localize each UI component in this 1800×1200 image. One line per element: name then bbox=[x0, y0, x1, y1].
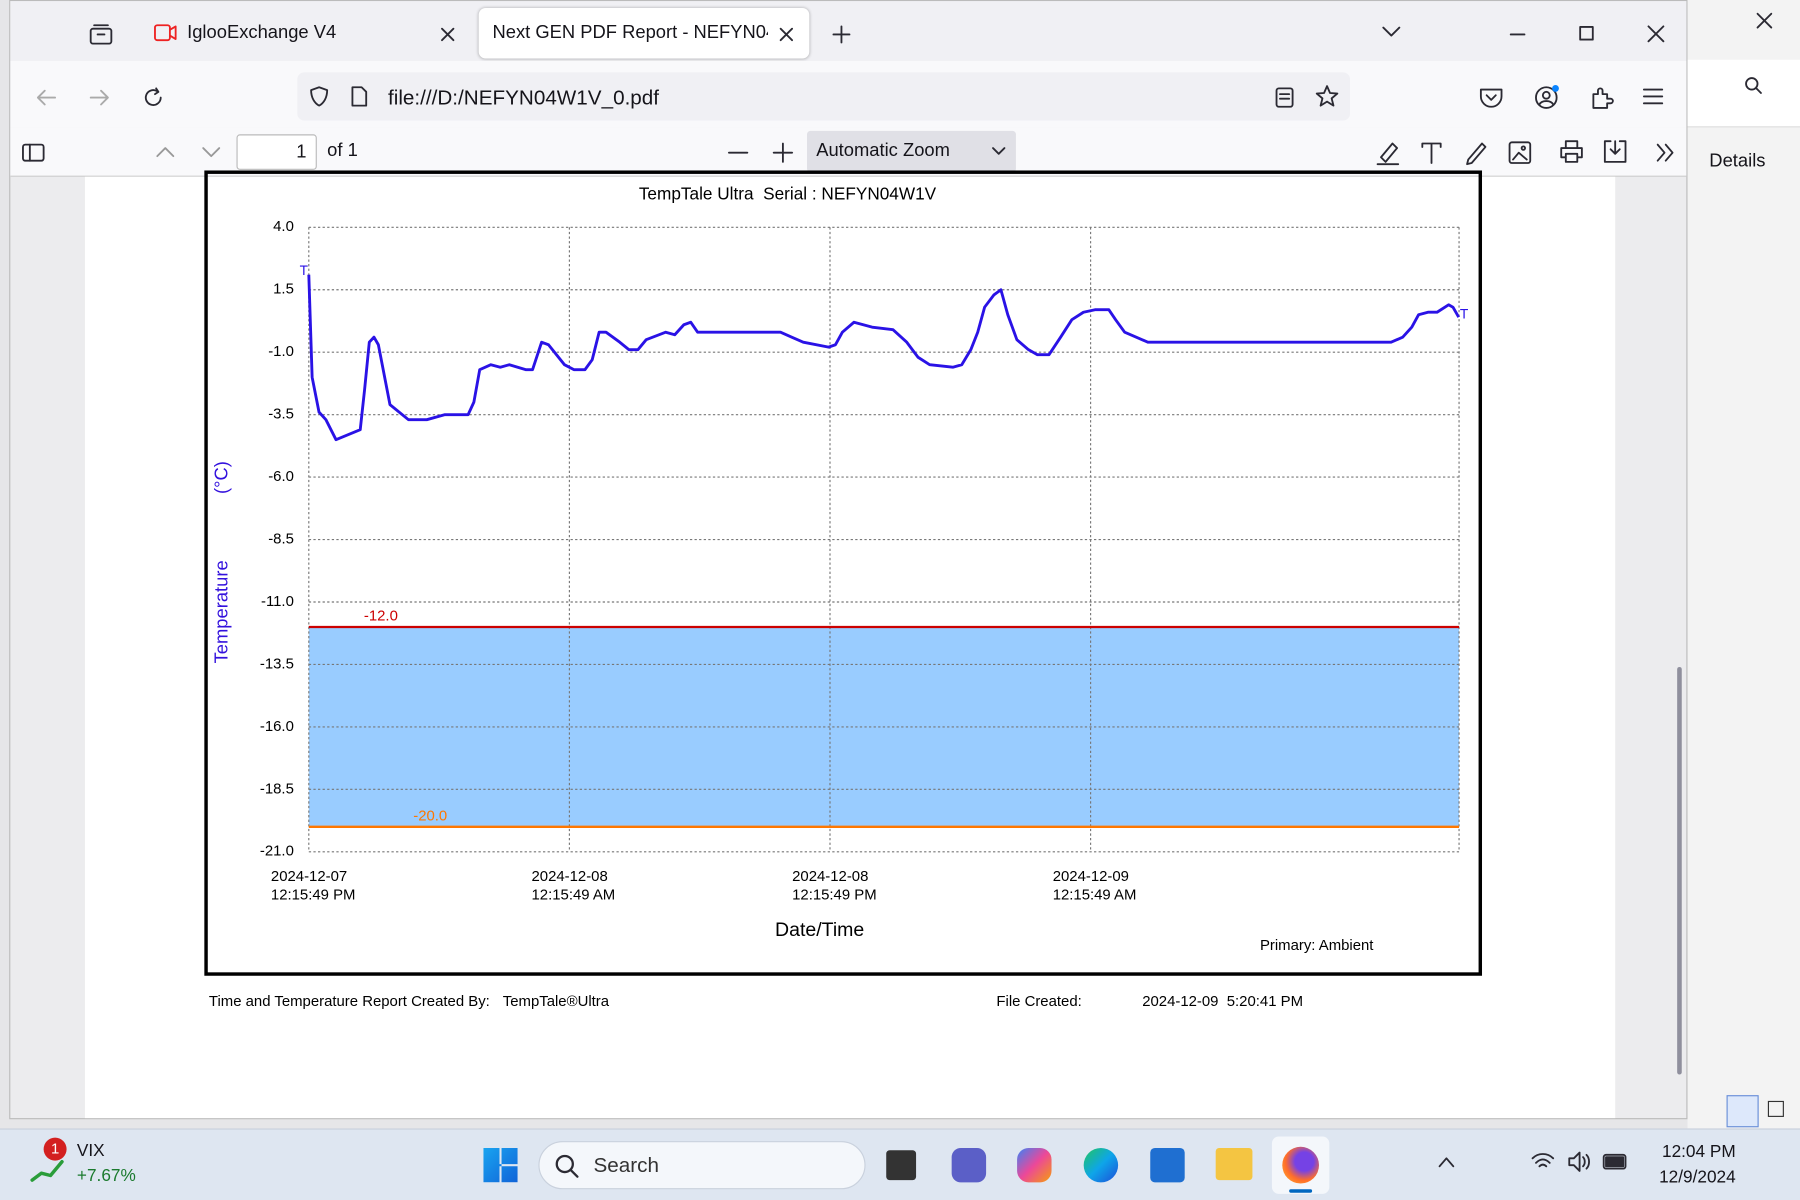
file-icon bbox=[351, 86, 368, 107]
previous-page[interactable] bbox=[156, 147, 175, 158]
search-placeholder: Search bbox=[593, 1153, 659, 1177]
tools-button[interactable] bbox=[1656, 143, 1675, 162]
tab-strip bbox=[10, 1, 1687, 61]
firefox-icon bbox=[1282, 1146, 1320, 1184]
active-indicator bbox=[1289, 1189, 1313, 1193]
close-icon[interactable] bbox=[1756, 12, 1773, 29]
highlight-tool[interactable] bbox=[1376, 140, 1400, 166]
image-tool[interactable] bbox=[1508, 141, 1532, 164]
browser-window: IglooExchange V4 Next GEN PDF Report - N… bbox=[9, 0, 1688, 1120]
minimize-button[interactable] bbox=[1509, 33, 1526, 36]
save-button[interactable] bbox=[1603, 140, 1627, 163]
forward-button[interactable] bbox=[89, 88, 111, 106]
wifi-icon[interactable] bbox=[1531, 1153, 1555, 1171]
bookmark-star[interactable] bbox=[1315, 85, 1339, 108]
zoom-out[interactable] bbox=[728, 151, 749, 154]
tab-overflow[interactable] bbox=[1382, 26, 1401, 37]
widget-value[interactable]: +7.67% bbox=[76, 1166, 136, 1186]
widget-badge: 1 bbox=[43, 1137, 67, 1161]
account-button[interactable] bbox=[1535, 84, 1560, 110]
battery-icon[interactable] bbox=[1602, 1153, 1631, 1170]
view-button[interactable] bbox=[1726, 1095, 1759, 1128]
reader-view[interactable] bbox=[1275, 87, 1294, 108]
start-button[interactable] bbox=[483, 1147, 518, 1183]
zoom-in[interactable] bbox=[772, 142, 794, 163]
page-count: of 1 bbox=[327, 141, 358, 161]
app-icon[interactable] bbox=[1017, 1147, 1052, 1183]
tab-title: IglooExchange V4 bbox=[187, 22, 337, 43]
page-number: 1 bbox=[296, 142, 307, 162]
pocket-button[interactable] bbox=[1479, 87, 1503, 108]
tab[interactable]: IglooExchange V4 bbox=[131, 8, 464, 59]
tab-title: Next GEN PDF Report - NEFYN04W bbox=[492, 22, 768, 43]
tab-close[interactable] bbox=[441, 27, 455, 42]
zoom-value: Automatic Zoom bbox=[816, 141, 950, 161]
view-button[interactable] bbox=[1767, 1100, 1784, 1117]
back-button[interactable] bbox=[36, 88, 57, 106]
details-label[interactable]: Details bbox=[1709, 151, 1766, 172]
close-button[interactable] bbox=[1647, 25, 1665, 43]
clock-time[interactable]: 12:04 PM bbox=[1661, 1142, 1736, 1162]
active-tab[interactable]: Next GEN PDF Report - NEFYN04W bbox=[478, 8, 810, 59]
new-tab-button[interactable] bbox=[832, 25, 851, 44]
clock-date[interactable]: 12/9/2024 bbox=[1659, 1167, 1736, 1187]
draw-tool[interactable] bbox=[1465, 140, 1488, 166]
widget-name[interactable]: VIX bbox=[76, 1141, 105, 1161]
url-text: file:///D:/NEFYN04W1V_0.pdf bbox=[388, 86, 660, 110]
page-input[interactable]: 1 bbox=[236, 134, 317, 170]
volume-icon[interactable] bbox=[1568, 1151, 1591, 1172]
search-icon[interactable] bbox=[1745, 77, 1763, 95]
search-box[interactable]: Search bbox=[538, 1141, 866, 1190]
scrollbar[interactable] bbox=[1677, 666, 1682, 1075]
background-window-bar bbox=[1687, 59, 1800, 128]
extensions-button[interactable] bbox=[1590, 86, 1614, 109]
app-icon[interactable] bbox=[951, 1147, 987, 1183]
next-page[interactable] bbox=[202, 147, 221, 158]
reload-button[interactable] bbox=[143, 87, 164, 108]
tab-close[interactable] bbox=[779, 27, 794, 42]
app-icon[interactable] bbox=[886, 1150, 917, 1181]
taskbar: 1 VIX +7.67% Search 12:04 PM 12/9/2024 bbox=[0, 1128, 1800, 1200]
app-icon[interactable] bbox=[1215, 1147, 1253, 1181]
active-app[interactable] bbox=[1271, 1136, 1330, 1194]
app-icon[interactable] bbox=[1150, 1147, 1185, 1183]
text-tool[interactable] bbox=[1421, 141, 1442, 164]
sidebar-toggle[interactable] bbox=[22, 143, 45, 162]
tab-list-button[interactable] bbox=[89, 24, 113, 45]
menu-button[interactable] bbox=[1642, 88, 1664, 105]
print-button[interactable] bbox=[1560, 140, 1583, 163]
pdf-page bbox=[84, 176, 1616, 1119]
url-bar[interactable]: file:///D:/NEFYN04W1V_0.pdf bbox=[297, 72, 1350, 121]
app-icon[interactable] bbox=[1083, 1147, 1119, 1183]
widget-chart-icon bbox=[30, 1160, 64, 1182]
tab-icon bbox=[154, 24, 177, 42]
zoom-select[interactable]: Automatic Zoom bbox=[807, 130, 1016, 173]
zoom-chevron bbox=[992, 147, 1006, 155]
tray-overflow[interactable] bbox=[1438, 1157, 1455, 1168]
background-window bbox=[1687, 0, 1800, 1129]
shield-icon bbox=[310, 86, 329, 107]
maximize-button[interactable] bbox=[1579, 26, 1594, 41]
search-icon bbox=[555, 1154, 579, 1178]
